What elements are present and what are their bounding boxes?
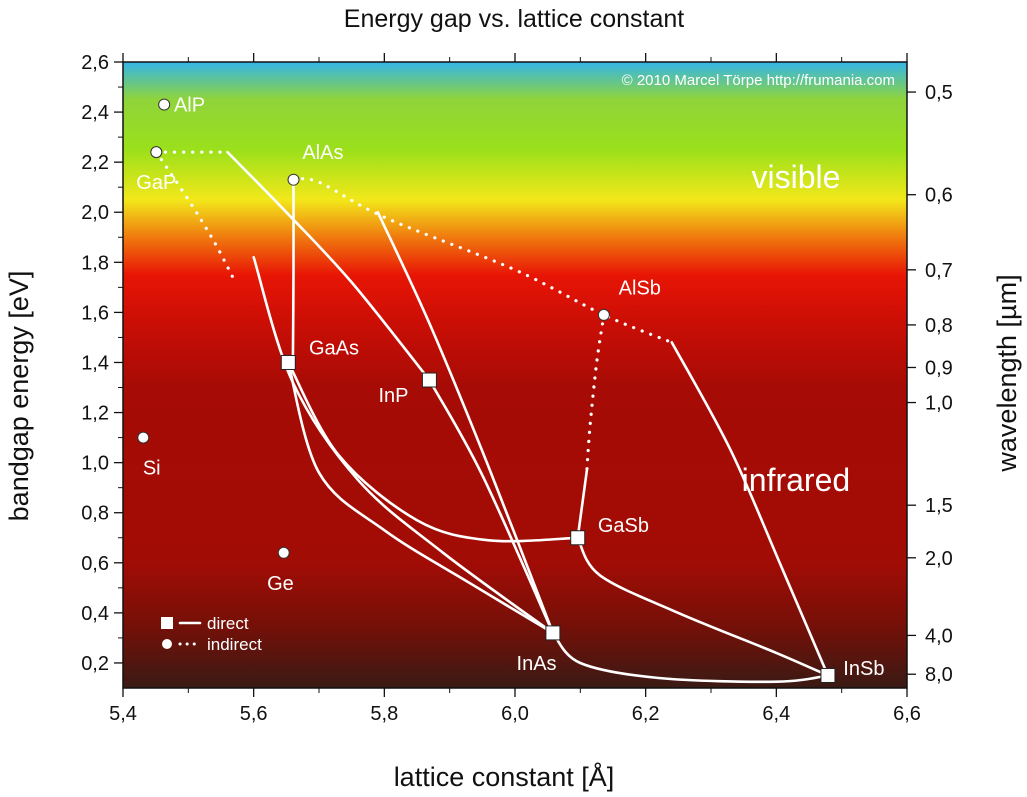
point-alsb (597, 308, 610, 321)
curve-alp-inas (376, 210, 555, 635)
label-gap: GaP (136, 172, 176, 194)
curve-gaas-gasb (287, 361, 579, 543)
curve-alsb-gasb (585, 313, 606, 472)
point-labels-layer: AlP GaP AlAs AlSb Si Ge GaAs InP GaSb InAs InSb (136, 95, 884, 680)
region-label-infrared: infrared (742, 462, 851, 498)
y-tick-label: 2,2 (81, 152, 109, 174)
y2-axis-title: wavelength [µm] (992, 274, 1022, 472)
point-ge (277, 546, 290, 559)
x-tick-label: 6,6 (893, 703, 921, 725)
plot-background (123, 62, 907, 688)
label-ge: Ge (267, 573, 294, 595)
label-alp: AlP (174, 95, 205, 117)
points-layer (137, 98, 836, 683)
point-inp (421, 372, 437, 388)
y-tick-label: 2,4 (81, 102, 109, 124)
y-axis-title: bandgap energy [eV] (4, 271, 34, 522)
plot-area (123, 62, 907, 688)
curve-inas-insb (551, 631, 830, 684)
point-inas (545, 625, 561, 641)
y-tick-label: 1,0 (81, 453, 109, 475)
y-tick-label: 0,2 (81, 653, 109, 675)
y2-tick-label: 0,9 (925, 357, 953, 379)
x-tick-label: 5,8 (370, 703, 398, 725)
label-alsb: AlSb (619, 277, 661, 299)
chart-title: Energy gap vs. lattice constant (344, 5, 685, 33)
label-insb: InSb (843, 658, 884, 680)
x-axis-title: lattice constant [Å] (394, 761, 615, 792)
y-tick-label: 2,6 (81, 52, 109, 74)
legend: direct indirect (161, 614, 262, 654)
label-inp: InP (378, 385, 408, 407)
y2-tick-label: 4,0 (925, 625, 953, 647)
point-gap (150, 146, 163, 159)
label-alas: AlAs (302, 142, 343, 164)
region-labels-layer: visible infrared (742, 159, 851, 498)
curve-gap-gaas (154, 150, 236, 282)
copyright-text: © 2010 Marcel Törpe http://frumania.com (622, 72, 895, 89)
y-tick-label: 1,6 (81, 302, 109, 324)
curve-alas-gaas (291, 178, 295, 364)
legend-marker-direct (161, 617, 173, 629)
legend-label-direct: direct (207, 614, 249, 633)
y-tick-label: 0,8 (81, 503, 109, 525)
x-tick-label: 5,4 (109, 703, 137, 725)
curve-inp-inas (428, 378, 555, 635)
legend-marker-indirect (162, 639, 172, 649)
y2-tick-label: 0,5 (925, 82, 953, 104)
y-axis: 0,2 0,4 0,6 0,8 1,0 1,2 1,4 1,6 1,8 2,0 2,2 2,4 2,6 (81, 52, 123, 675)
point-alas (287, 173, 300, 186)
x-tick-label: 6,0 (501, 703, 529, 725)
y-tick-label: 0,6 (81, 553, 109, 575)
curve-gaas-inas (287, 361, 555, 635)
y-tick-label: 1,4 (81, 352, 109, 374)
y2-tick-label: 8,0 (925, 664, 953, 686)
curves-layer (154, 150, 830, 684)
point-insb (820, 667, 836, 683)
x-tick-label: 6,4 (762, 703, 790, 725)
x-tick-label: 6,2 (632, 703, 660, 725)
curve-alas-alsb (291, 177, 674, 344)
curve-gap-inas (252, 256, 555, 635)
y-tick-label: 1,8 (81, 252, 109, 274)
y2-tick-label: 1,5 (925, 495, 953, 517)
y-tick-label: 2,0 (81, 202, 109, 224)
y2-tick-label: 1,0 (925, 393, 953, 415)
y-tick-label: 1,2 (81, 403, 109, 425)
point-gasb (570, 530, 586, 546)
y2-tick-label: 0,8 (925, 315, 953, 337)
label-inas: InAs (517, 653, 557, 675)
y2-tick-label: 0,7 (925, 260, 953, 282)
y2-tick-label: 0,6 (925, 185, 953, 207)
point-si (137, 431, 150, 444)
curve-gasb-stub (576, 468, 589, 540)
label-gasb: GaSb (598, 515, 649, 537)
y2-tick-label: 2,0 (925, 548, 953, 570)
y2-axis: 0,5 0,6 0,7 0,8 0,9 1,0 1,5 2,0 4,0 8,0 (907, 82, 953, 686)
label-si: Si (143, 458, 161, 480)
y-tick-label: 0,4 (81, 603, 109, 625)
x-axis: 5,4 5,6 5,8 6,0 6,2 6,4 6,6 (109, 53, 921, 725)
region-label-visible: visible (751, 159, 840, 195)
point-gaas (280, 354, 296, 370)
point-alp (158, 98, 171, 111)
x-tick-label: 5,6 (240, 703, 268, 725)
label-gaas: GaAs (309, 337, 359, 359)
curve-alp-inp (226, 150, 431, 382)
legend-label-indirect: indirect (207, 635, 262, 654)
curve-gasb-insb (576, 536, 830, 677)
curve-alsb-insb (670, 341, 830, 677)
